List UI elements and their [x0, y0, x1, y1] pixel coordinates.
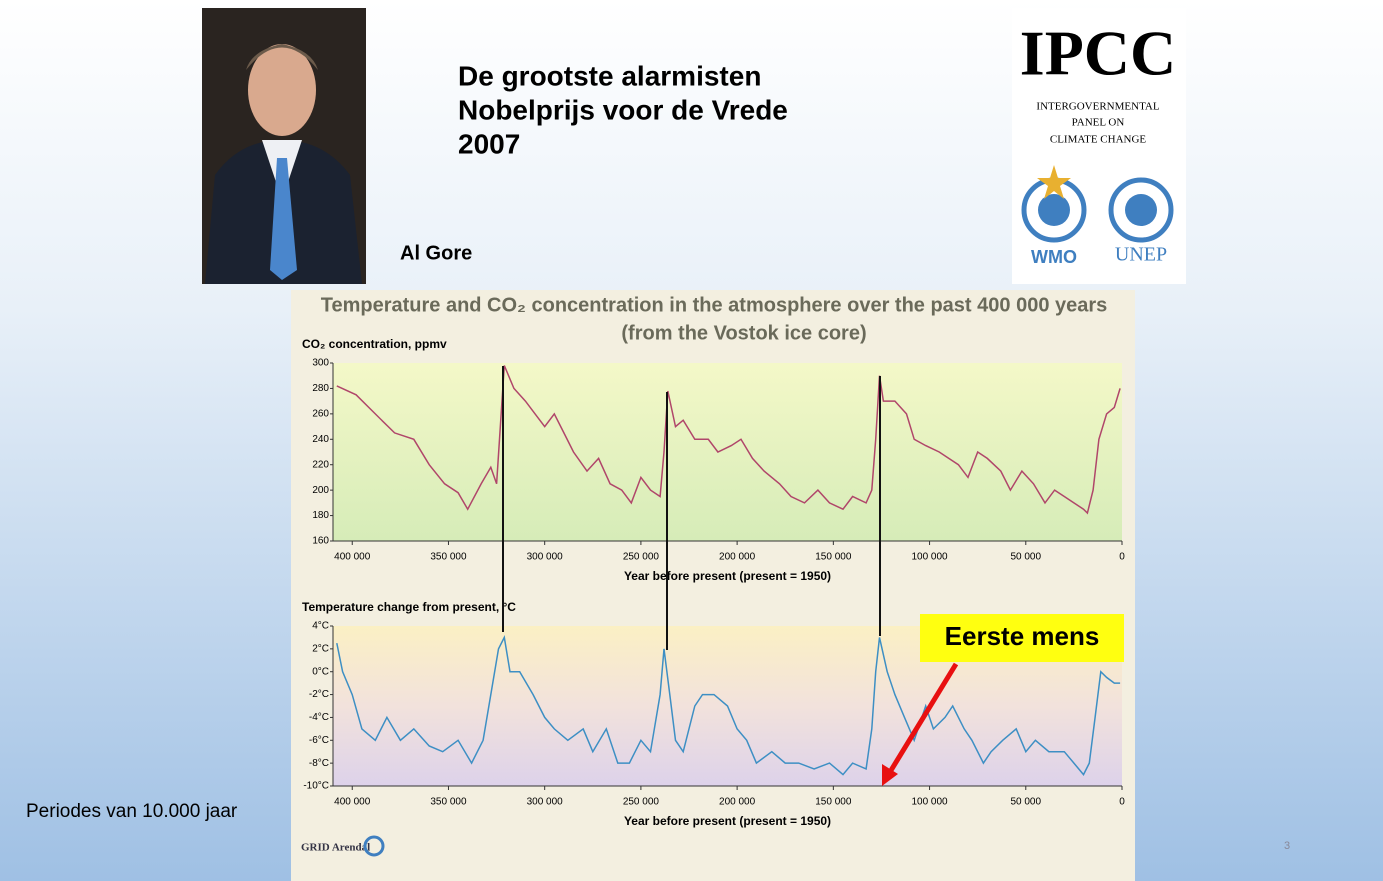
y-axis-label: Temperature change from present, °C — [302, 600, 516, 614]
x-tick-label: 400 000 — [334, 552, 371, 563]
y-tick-label: 0°C — [312, 666, 329, 677]
y-tick-label: -2°C — [309, 689, 329, 700]
x-tick-label: 50 000 — [1010, 552, 1041, 563]
x-tick-label: 100 000 — [911, 797, 948, 808]
logo-text: PANEL ON — [1072, 117, 1125, 129]
ipcc-logo: IPCC INTERGOVERNMENTAL PANEL ON CLIMATE … — [1012, 8, 1186, 284]
y-tick-label: 2°C — [312, 643, 329, 654]
slide-title: 2007 — [458, 128, 520, 159]
x-tick-label: 250 000 — [623, 552, 660, 563]
y-tick-label: 220 — [312, 459, 329, 470]
x-tick-label: 50 000 — [1010, 797, 1041, 808]
x-tick-label: 400 000 — [334, 797, 371, 808]
y-tick-label: -8°C — [309, 758, 329, 769]
page-number: 3 — [1284, 840, 1290, 852]
x-tick-label: 0 — [1119, 797, 1125, 808]
y-tick-label: 200 — [312, 485, 329, 496]
logo-text: WMO — [1031, 247, 1077, 267]
y-tick-label: 260 — [312, 408, 329, 419]
x-tick-label: 200 000 — [719, 552, 756, 563]
logo-text: UNEP — [1115, 244, 1167, 266]
photo-caption: Al Gore — [400, 242, 472, 264]
x-tick-label: 150 000 — [815, 552, 852, 563]
x-axis-label: Year before present (present = 1950) — [624, 569, 831, 583]
logo-name: IPCC — [1020, 18, 1176, 89]
y-tick-label: 280 — [312, 383, 329, 394]
x-tick-label: 100 000 — [911, 552, 948, 563]
y-tick-label: 180 — [312, 510, 329, 521]
slide-title: Nobelprijs voor de Vrede — [458, 94, 788, 125]
y-tick-label: 4°C — [312, 621, 329, 632]
logo-text: INTERGOVERNMENTAL — [1036, 101, 1159, 113]
x-tick-label: 300 000 — [527, 552, 564, 563]
slide-canvas: De grootste alarmisten Nobelprijs voor d… — [0, 0, 1383, 881]
slide: De grootste alarmisten Nobelprijs voor d… — [0, 0, 1383, 881]
y-tick-label: -4°C — [309, 712, 329, 723]
logo-text: CLIMATE CHANGE — [1050, 134, 1147, 146]
annotation: Eerste mens — [945, 621, 1100, 651]
slide-title: De grootste alarmisten — [458, 60, 761, 91]
x-tick-label: 200 000 — [719, 797, 756, 808]
x-tick-label: 350 000 — [430, 797, 467, 808]
x-tick-label: 0 — [1119, 552, 1125, 563]
chart-subtitle: (from the Vostok ice core) — [621, 322, 866, 344]
y-tick-label: 300 — [312, 358, 329, 369]
x-tick-label: 300 000 — [527, 797, 564, 808]
x-axis-label: Year before present (present = 1950) — [624, 814, 831, 828]
credit: GRID Arendal — [301, 842, 370, 854]
x-tick-label: 250 000 — [623, 797, 660, 808]
photo — [202, 8, 366, 284]
y-axis-label: CO₂ concentration, ppmv — [302, 337, 447, 351]
y-tick-label: 240 — [312, 434, 329, 445]
note: Periodes van 10.000 jaar — [26, 801, 238, 822]
y-tick-label: -10°C — [303, 781, 329, 792]
chart-title: Temperature and CO₂ concentration in the… — [321, 294, 1108, 316]
y-tick-label: -6°C — [309, 735, 329, 746]
y-tick-label: 160 — [312, 536, 329, 547]
plot-area — [333, 363, 1122, 541]
x-tick-label: 350 000 — [430, 552, 467, 563]
x-tick-label: 150 000 — [815, 797, 852, 808]
